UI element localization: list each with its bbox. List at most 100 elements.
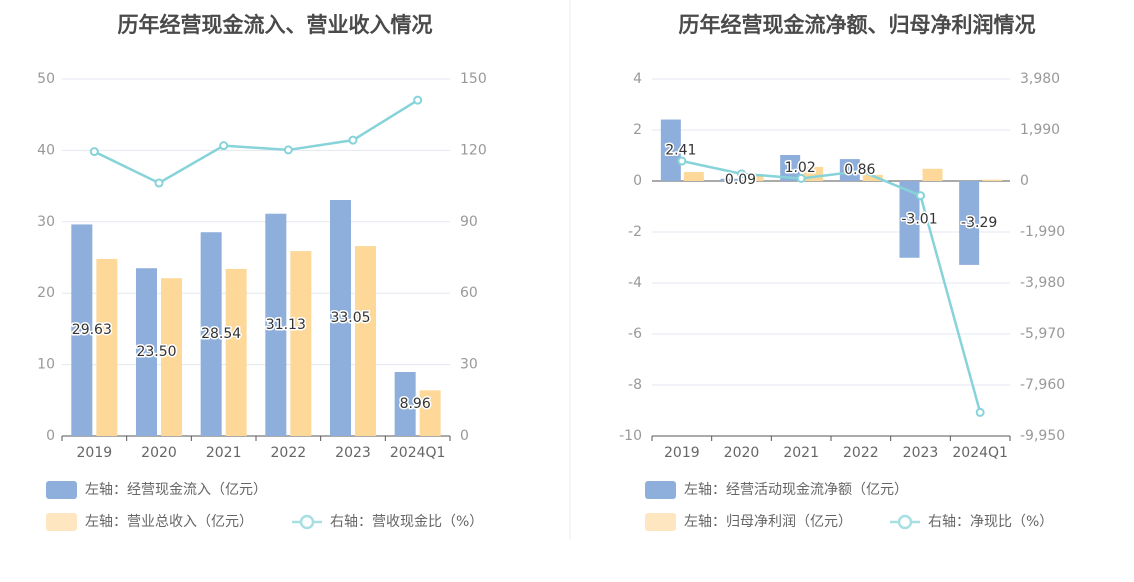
secondary-bar bbox=[161, 278, 182, 436]
ratio-point bbox=[348, 135, 358, 145]
secondary-bar bbox=[743, 174, 764, 181]
ratio-line bbox=[681, 159, 982, 413]
x-axis-tick-label: 2019 bbox=[77, 445, 113, 461]
right-axis-tick: 1,990 bbox=[1020, 122, 1060, 138]
left-axis-tick: 40 bbox=[37, 142, 55, 158]
bar-data-label: 31.13 bbox=[266, 317, 306, 333]
secondary-bar bbox=[96, 258, 118, 436]
x-axis-tick-label: 2023 bbox=[903, 445, 939, 461]
ratio-point bbox=[856, 166, 866, 176]
primary-bar bbox=[720, 178, 741, 181]
left-axis-tick: 2 bbox=[633, 122, 642, 138]
right-axis-tick: 150 bbox=[460, 71, 487, 87]
primary-bar bbox=[839, 159, 860, 181]
ratio-point bbox=[796, 173, 806, 183]
legend-swatch-primary bbox=[645, 481, 676, 499]
secondary-bar bbox=[982, 179, 1003, 181]
left-axis-tick: 0 bbox=[46, 428, 55, 444]
legend-label: 右轴：净现比（%） bbox=[928, 514, 1053, 530]
x-axis-tick-label: 2022 bbox=[843, 445, 879, 461]
primary-bar bbox=[330, 200, 351, 436]
left-axis-tick: -10 bbox=[619, 428, 642, 444]
bar-data-label: -3.01 bbox=[901, 211, 937, 227]
ratio-point bbox=[413, 95, 423, 105]
primary-bar bbox=[265, 213, 287, 436]
ratio-point bbox=[737, 169, 746, 179]
ratio-point bbox=[916, 191, 925, 201]
left-axis-tick: 50 bbox=[37, 71, 55, 87]
right-axis-tick: 0 bbox=[460, 428, 469, 444]
legend-swatch-secondary bbox=[46, 513, 77, 531]
left-axis-tick: 0 bbox=[633, 173, 642, 189]
bar-data-label: 28.54 bbox=[201, 326, 241, 342]
left-axis-tick: 4 bbox=[633, 71, 642, 87]
bar-data-label: 2.41 bbox=[665, 142, 696, 158]
right-axis-tick: 0 bbox=[1020, 173, 1029, 189]
right-axis-tick: -1,990 bbox=[1020, 224, 1065, 240]
bar-data-label: 0.86 bbox=[844, 162, 875, 178]
secondary-bar bbox=[683, 172, 704, 181]
primary-bar bbox=[394, 372, 416, 436]
ratio-point bbox=[219, 141, 229, 151]
bar-data-label: 29.63 bbox=[72, 322, 112, 338]
legend-swatch-primary bbox=[46, 481, 77, 499]
ratio-point bbox=[677, 156, 687, 166]
ratio-point bbox=[283, 145, 293, 155]
secondary-bar bbox=[419, 390, 441, 436]
ratio-point bbox=[89, 147, 99, 157]
legend-swatch-marker bbox=[897, 514, 913, 530]
ratio-point bbox=[154, 178, 164, 188]
right-axis-tick: -9,950 bbox=[1020, 428, 1065, 444]
bar-data-label: 33.05 bbox=[330, 310, 370, 326]
primary-bar bbox=[899, 181, 920, 258]
ratio-line bbox=[93, 99, 419, 185]
left-axis-tick: -8 bbox=[628, 377, 642, 393]
x-axis-tick-label: 2020 bbox=[141, 445, 177, 461]
x-axis-tick-label: 2024Q1 bbox=[390, 445, 446, 461]
bar-data-label: 1.02 bbox=[785, 160, 816, 176]
net-cashflow-profit-chart: 历年经营现金流净额、归母净利润情况 -10 -9,950 -8 -7,960 -6 -5,9… bbox=[619, 13, 1065, 531]
cash-inflow-revenue-chart: 历年经营现金流入、营业收入情况 0 0 10 30 20 60 30 90 40 120 50 150 2… bbox=[37, 13, 487, 531]
secondary-bar bbox=[355, 246, 376, 436]
left-axis-tick: 30 bbox=[37, 214, 55, 230]
legend-label: 左轴：归母净利润（亿元） bbox=[684, 513, 852, 530]
primary-bar bbox=[71, 224, 93, 436]
right-axis-tick: 30 bbox=[460, 357, 478, 373]
bar-data-label: 23.50 bbox=[136, 344, 176, 360]
x-axis-tick-label: 2022 bbox=[271, 445, 307, 461]
secondary-bar bbox=[290, 251, 312, 436]
right-axis-tick: 90 bbox=[460, 214, 478, 230]
left-axis-tick: 20 bbox=[37, 285, 55, 301]
legend-label: 右轴：营收现金比（%） bbox=[330, 514, 483, 530]
primary-bar bbox=[660, 119, 681, 181]
secondary-bar bbox=[862, 174, 883, 181]
right-axis-tick: 120 bbox=[460, 142, 487, 158]
legend-swatch-secondary bbox=[645, 513, 676, 531]
primary-bar bbox=[136, 268, 157, 436]
bar-data-label: 0.09 bbox=[725, 172, 756, 188]
x-axis-tick-label: 2021 bbox=[206, 445, 242, 461]
bar-data-label: 8.96 bbox=[400, 396, 431, 412]
x-axis-tick-label: 2023 bbox=[335, 445, 371, 461]
legend-swatch-marker bbox=[299, 514, 315, 530]
left-axis-tick: -4 bbox=[628, 275, 642, 291]
primary-bar bbox=[200, 232, 222, 436]
x-axis-tick-label: 2021 bbox=[783, 445, 819, 461]
left-axis-tick: -2 bbox=[628, 224, 642, 240]
legend-label: 左轴：经营现金流入（亿元） bbox=[85, 482, 267, 498]
chart-title: 历年经营现金流入、营业收入情况 bbox=[118, 13, 433, 37]
secondary-bar bbox=[922, 168, 943, 181]
legend-label: 左轴：经营活动现金流净额（亿元） bbox=[684, 482, 908, 498]
left-axis-tick: 10 bbox=[37, 357, 55, 373]
x-axis-tick-label: 2019 bbox=[664, 445, 700, 461]
right-axis-tick: 60 bbox=[460, 285, 478, 301]
legend-label: 左轴：营业总收入（亿元） bbox=[85, 514, 253, 530]
bar-data-label: -3.29 bbox=[961, 215, 997, 231]
right-axis-tick: -3,980 bbox=[1020, 275, 1065, 291]
primary-bar bbox=[959, 181, 980, 265]
chart-title: 历年经营现金流净额、归母净利润情况 bbox=[679, 13, 1036, 37]
primary-bar bbox=[780, 154, 801, 181]
x-axis-tick-label: 2020 bbox=[724, 445, 760, 461]
left-axis-tick: -6 bbox=[628, 326, 642, 342]
